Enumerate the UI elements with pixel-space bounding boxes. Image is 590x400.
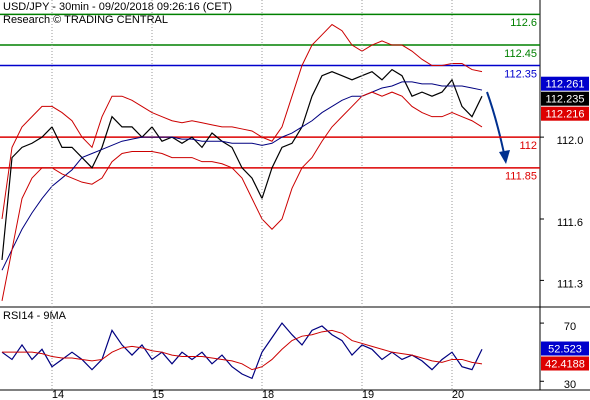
series-line bbox=[2, 329, 483, 371]
price-marker-label: 52.523 bbox=[548, 343, 582, 355]
price-marker-label: 42.4188 bbox=[545, 358, 585, 370]
price-marker bbox=[541, 341, 589, 356]
price-marker-label: 112.235 bbox=[546, 94, 585, 106]
price-marker bbox=[541, 91, 589, 106]
forecast-arrow bbox=[486, 91, 506, 159]
x-tick-label: 14 bbox=[52, 389, 64, 400]
y-tick-label: 112.0 bbox=[557, 135, 584, 147]
x-tick-label: 15 bbox=[152, 389, 164, 400]
price-marker bbox=[541, 76, 589, 91]
series-line bbox=[1, 23, 483, 220]
y-tick-label: 111.6 bbox=[557, 217, 583, 229]
x-tick-label: 19 bbox=[362, 389, 374, 400]
chart-title: USD/JPY - 30min - 09/20/2018 09:26:16 (C… bbox=[3, 1, 232, 13]
forecast-arrowhead bbox=[499, 150, 510, 164]
level-label: 112.45 bbox=[504, 48, 537, 60]
level-label: 112.6 bbox=[510, 17, 537, 29]
price-marker-label: 112.261 bbox=[546, 79, 585, 91]
series-line bbox=[1, 81, 483, 271]
x-tick-label: 18 bbox=[262, 389, 274, 400]
y-tick-label: 70 bbox=[564, 321, 576, 333]
x-tick-label: 20 bbox=[452, 389, 464, 400]
chart-subtitle: Research © TRADING CENTRAL bbox=[3, 14, 168, 26]
level-label: 111.85 bbox=[505, 171, 537, 183]
series-line bbox=[1, 91, 483, 301]
rsi-title: RSI14 - 9MA bbox=[3, 310, 67, 322]
y-tick-label: 111.3 bbox=[557, 278, 583, 290]
price-marker bbox=[541, 106, 589, 121]
y-tick-label: 30 bbox=[564, 379, 576, 391]
price-marker bbox=[541, 356, 589, 371]
price-marker-label: 112.216 bbox=[546, 109, 585, 121]
level-label: 112 bbox=[519, 140, 537, 152]
level-label: 112.35 bbox=[504, 68, 537, 80]
